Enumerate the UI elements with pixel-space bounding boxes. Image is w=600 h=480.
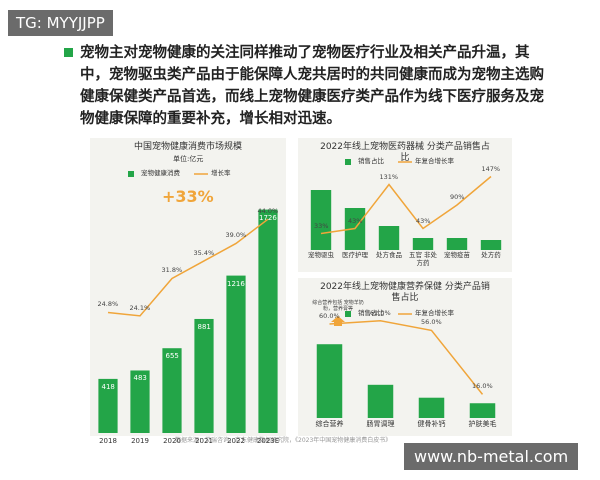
paragraph: 宠物主对宠物健康的关注同样推动了宠物医疗行业及相关产品升温，其中，宠物驱虫类产品… xyxy=(80,45,544,127)
x-tick-label: 综合营养 xyxy=(315,420,344,428)
bar xyxy=(258,209,278,433)
x-tick-label: 肠胃调理 xyxy=(366,420,395,428)
chart-title: 2022年线上宠物医药器械 分类产品销售占比 xyxy=(320,142,490,163)
line-label: 33% xyxy=(314,221,329,230)
legend-label: 年复合增长率 xyxy=(415,157,454,165)
x-tick-label: 2020 xyxy=(163,437,181,445)
line-label: 31.8% xyxy=(161,266,183,275)
chart-title: 2022年线上宠物健康营养保健 分类产品销售占比 xyxy=(320,282,490,303)
line-label: 44.0% xyxy=(257,207,279,216)
line-label: 24.8% xyxy=(97,300,119,309)
bar xyxy=(378,226,400,250)
line-label: 147% xyxy=(481,164,501,173)
chart-subtitle: 单位:亿元 xyxy=(173,155,204,163)
x-tick-label: 宠物驱虫 xyxy=(308,251,334,259)
bar xyxy=(469,403,496,418)
legend-label: 增长率 xyxy=(211,169,231,177)
bar xyxy=(310,190,332,250)
x-tick-label: 医疗护理 xyxy=(342,251,368,259)
line-label: 90% xyxy=(450,193,465,201)
x-tick-label: 2023E xyxy=(256,437,280,445)
annotation-arrow xyxy=(331,316,345,326)
bar xyxy=(412,238,434,250)
bar-label: 881 xyxy=(197,322,211,331)
legend-label: 销售占比 xyxy=(358,309,384,317)
bar-label: 483 xyxy=(133,374,147,383)
bar-label: 1726 xyxy=(259,213,277,222)
legend-label: 宠物健康消费 xyxy=(141,169,180,177)
x-tick-label: 2021 xyxy=(195,437,213,445)
x-tick-label: 处方食品 xyxy=(376,251,402,259)
bar xyxy=(480,240,502,250)
chart-title: 中国宠物健康消费市场规模 xyxy=(133,142,242,152)
legend-label: 年复合增长率 xyxy=(415,309,454,317)
line-label: 131% xyxy=(379,172,399,181)
bar-label: 1216 xyxy=(227,279,245,288)
bar xyxy=(418,397,445,418)
x-tick-label: 宠物疫苗 xyxy=(444,251,470,259)
line xyxy=(320,175,492,235)
bar xyxy=(130,370,150,433)
bar xyxy=(162,348,182,433)
bar xyxy=(98,378,118,433)
line-label: 24.1% xyxy=(129,303,151,312)
line xyxy=(107,218,269,317)
line-label: 39.0% xyxy=(225,231,247,240)
bar xyxy=(316,344,343,418)
bar-label: 655 xyxy=(165,352,179,361)
legend-swatch xyxy=(345,159,351,165)
legend-swatch xyxy=(128,171,134,177)
legend-swatch xyxy=(345,311,351,317)
bar-label: 418 xyxy=(101,382,115,391)
x-tick-label: 处方药 xyxy=(481,251,501,259)
bar xyxy=(226,275,246,433)
x-tick-label: 健骨补钙 xyxy=(417,420,446,428)
line-label: 16.0% xyxy=(472,382,493,391)
bar xyxy=(194,318,214,433)
annotation: +33% xyxy=(162,186,214,206)
line-label: 43% xyxy=(348,216,363,225)
source: 数据来源：艾瑞咨询，京东健康数据研究院，《2023年中国宠物健康消费白皮书》 xyxy=(175,437,392,444)
annotation: 综合营养包括 宠物羊奶粉，营养膏等 xyxy=(312,300,364,312)
panel xyxy=(90,138,286,436)
watermark: www.nb-metal.com xyxy=(404,443,579,470)
line-label: 43% xyxy=(416,216,431,225)
line xyxy=(329,320,484,395)
line-label: 35.4% xyxy=(193,248,215,257)
legend-label: 销售占比 xyxy=(358,157,384,165)
x-tick-label: 2022 xyxy=(227,437,245,445)
line-label: 62.0% xyxy=(370,308,391,317)
bar xyxy=(446,238,468,250)
x-tick-label: 2019 xyxy=(131,437,149,445)
x-tick-label: 2018 xyxy=(99,437,117,445)
bullet xyxy=(64,48,73,57)
line-label: 56.0% xyxy=(421,318,442,327)
watermark: TG: MYYJJPP xyxy=(8,10,113,36)
line-label: 60.0% xyxy=(319,312,340,320)
bar xyxy=(367,384,394,418)
x-tick-label: 五官 非处方药 xyxy=(408,251,438,267)
x-tick-label: 护肤美毛 xyxy=(468,420,497,428)
